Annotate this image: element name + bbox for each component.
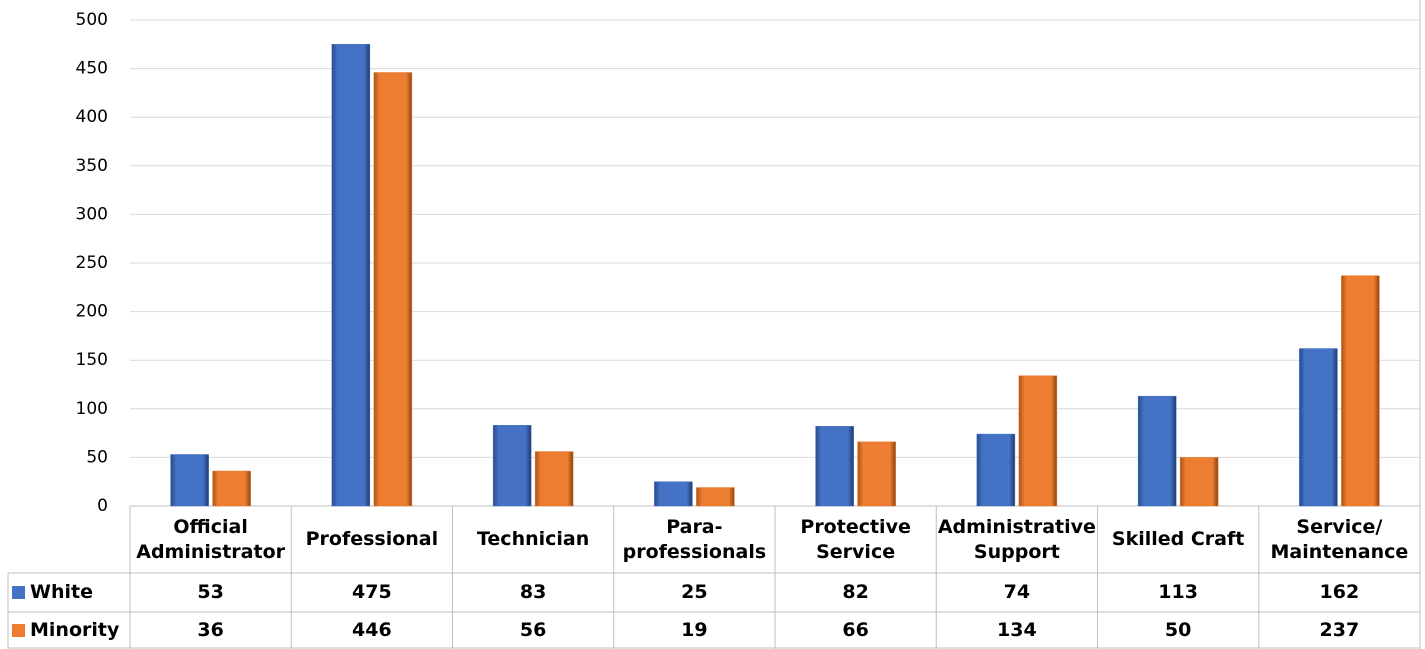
table-value: 53 [197, 581, 224, 603]
bar [1137, 395, 1177, 507]
bar [815, 426, 854, 507]
y-tick-label: 200 [76, 302, 108, 322]
y-tick-label: 500 [76, 10, 108, 30]
table-value: 19 [681, 618, 708, 641]
legend-entry: Minority [12, 612, 128, 648]
bar [654, 481, 693, 507]
bar [170, 454, 209, 507]
y-tick-label: 350 [76, 156, 108, 176]
x-tick-label: Technician [476, 528, 590, 550]
x-tick-label: Professional [305, 528, 439, 550]
table-value: 475 [352, 581, 392, 603]
table-value: 74 [1003, 581, 1031, 603]
table-value: 83 [519, 581, 547, 603]
bar [1179, 457, 1219, 507]
y-tick-label: 0 [97, 496, 108, 516]
x-tick-label: Official Administrator [136, 515, 285, 563]
y-tick-label: 150 [76, 350, 108, 370]
bar [976, 433, 1016, 507]
x-tick-label: Protective Service [800, 515, 911, 563]
legend-key [12, 623, 25, 637]
bar [696, 487, 735, 507]
legend-entry: White [12, 573, 128, 612]
table-value: 25 [681, 581, 708, 603]
bar [1299, 348, 1338, 507]
table-value: 82 [842, 581, 869, 603]
x-tick-label: Para- professionals [622, 515, 767, 563]
table-value: 66 [842, 618, 869, 641]
y-tick-label: 50 [86, 447, 108, 467]
bar [492, 425, 532, 507]
y-tick-label: 450 [76, 59, 108, 79]
bar [331, 44, 371, 507]
table-value: 36 [197, 618, 224, 641]
y-tick-label: 400 [76, 107, 108, 127]
legend-key [12, 586, 25, 599]
bar [212, 470, 251, 507]
table-value: 56 [519, 618, 547, 641]
table-value: 134 [997, 618, 1037, 641]
table-value: 237 [1319, 618, 1360, 641]
legend-label: White [30, 581, 93, 603]
table-value: 50 [1164, 618, 1192, 641]
table-value: 113 [1158, 581, 1198, 603]
bar [373, 72, 413, 507]
legend-label: Minority [30, 618, 120, 641]
bar [1018, 375, 1058, 507]
x-tick-label: Skilled Craft [1111, 528, 1245, 550]
y-tick-label: 100 [76, 399, 108, 419]
bar [1341, 275, 1380, 507]
bar [857, 441, 896, 507]
y-tick-label: 300 [76, 204, 108, 224]
bar [534, 451, 574, 507]
table-value: 446 [352, 618, 392, 641]
x-tick-label: Administrative Support [937, 515, 1096, 563]
y-tick-label: 250 [76, 253, 108, 273]
table-value: 162 [1319, 581, 1360, 603]
x-tick-label: Service/ Maintenance [1270, 515, 1409, 563]
